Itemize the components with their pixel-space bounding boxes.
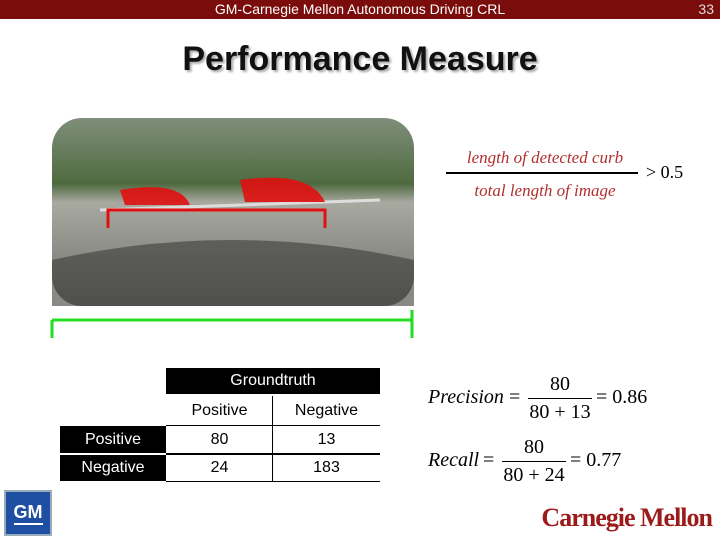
- recall-label: Recall: [428, 449, 480, 471]
- table-cell: 80: [210, 430, 229, 448]
- recall-numerator: 80: [524, 436, 544, 458]
- criterion-condition: > 0.5: [646, 162, 684, 182]
- precision-denominator: 80 + 13: [529, 401, 591, 423]
- recall-result: = 0.77: [570, 449, 622, 471]
- cmu-logo: Carnegie Mellon: [541, 503, 713, 532]
- row-header: Negative: [60, 455, 166, 481]
- fraction-bar: [502, 461, 566, 462]
- table-rule: [166, 425, 380, 426]
- table-cell: 24: [210, 459, 229, 476]
- fraction-bar: [446, 172, 638, 174]
- gm-logo-text: GM: [13, 502, 43, 525]
- column-header: Negative: [294, 401, 359, 419]
- table-cell: 183: [313, 459, 340, 476]
- table-rule: [272, 396, 273, 482]
- row-header: Positive: [60, 426, 166, 453]
- page-number: 33: [698, 1, 714, 17]
- table-rule: [166, 453, 380, 455]
- camera-image: [50, 118, 414, 338]
- column-header: Positive: [191, 401, 248, 419]
- gm-logo: GM: [4, 490, 52, 536]
- recall-denominator: 80 + 24: [503, 464, 565, 486]
- header-title: GM-Carnegie Mellon Autonomous Driving CR…: [214, 1, 506, 17]
- slide-title: Performance Measure: [182, 40, 538, 78]
- header-bar: GM-Carnegie Mellon Autonomous Driving CR…: [0, 0, 720, 19]
- precision-numerator: 80: [550, 373, 570, 395]
- table-rule: [166, 481, 380, 482]
- table-cell: 13: [317, 430, 336, 448]
- table-group-header: Groundtruth: [166, 368, 380, 394]
- criterion-numerator: length of detected curb: [466, 148, 624, 167]
- precision-result: = 0.86: [596, 386, 648, 408]
- criterion-denominator: total length of image: [474, 181, 616, 200]
- fraction-bar: [528, 398, 592, 399]
- precision-label: Precision: [428, 386, 504, 408]
